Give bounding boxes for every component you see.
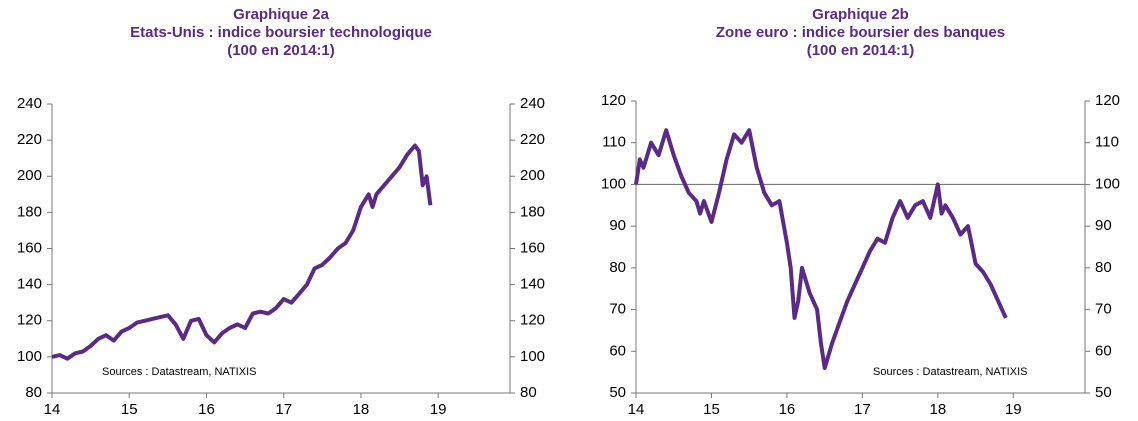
y2-tick-label: 200 bbox=[520, 167, 545, 184]
y2-tick-label: 160 bbox=[520, 239, 545, 256]
y-tick-label: 100 bbox=[601, 175, 626, 192]
y-tick-label: 180 bbox=[17, 203, 42, 220]
y2-tick-label: 90 bbox=[1095, 217, 1112, 234]
y-tick-label: 120 bbox=[17, 312, 42, 329]
x-tick-label: 15 bbox=[703, 401, 720, 418]
x-tick-label: 16 bbox=[198, 401, 215, 418]
x-tick-label: 18 bbox=[353, 401, 370, 418]
y-tick-label: 80 bbox=[609, 259, 626, 276]
chart-title: Graphique 2b bbox=[812, 6, 909, 23]
y2-tick-label: 120 bbox=[1095, 92, 1120, 109]
y2-tick-label: 240 bbox=[520, 95, 545, 112]
y2-tick-label: 80 bbox=[520, 384, 537, 401]
y-tick-label: 70 bbox=[609, 301, 626, 318]
x-tick-label: 14 bbox=[628, 401, 645, 418]
y-tick-label: 240 bbox=[17, 95, 42, 112]
line bbox=[634, 128, 1008, 370]
chart-title: (100 en 2014:1) bbox=[807, 42, 915, 59]
y-tick-label: 90 bbox=[609, 217, 626, 234]
annotation: Sources : Datastream, NATIXIS bbox=[102, 366, 256, 378]
chart-title: (100 en 2014:1) bbox=[227, 42, 335, 59]
y2-tick-label: 140 bbox=[520, 276, 545, 293]
x-tick-label: 19 bbox=[430, 401, 447, 418]
y-tick-label: 110 bbox=[602, 134, 626, 151]
y-tick-label: 120 bbox=[601, 92, 626, 109]
y2-tick-label: 100 bbox=[1095, 175, 1120, 192]
y2-tick-label: 50 bbox=[1095, 384, 1112, 401]
y2-tick-label: 120 bbox=[520, 312, 545, 329]
chart-title: Zone euro : indice boursier des banques bbox=[716, 24, 1005, 41]
line bbox=[51, 143, 433, 361]
chart-title: Graphique 2a bbox=[233, 6, 330, 23]
chart-title: Etats-Unis : indice boursier technologiq… bbox=[130, 24, 432, 41]
x-tick-label: 16 bbox=[779, 401, 796, 418]
y-tick-label: 80 bbox=[25, 384, 42, 401]
y-tick-label: 220 bbox=[17, 131, 42, 148]
y2-tick-label: 180 bbox=[520, 203, 545, 220]
y2-tick-label: 60 bbox=[1095, 342, 1112, 359]
annotation: Sources : Datastream, NATIXIS bbox=[873, 366, 1027, 378]
y2-tick-label: 110 bbox=[1095, 134, 1119, 151]
y2-tick-label: 220 bbox=[520, 131, 545, 148]
x-tick-label: 17 bbox=[275, 401, 292, 418]
x-tick-label: 18 bbox=[930, 401, 947, 418]
y-tick-label: 200 bbox=[17, 167, 42, 184]
y-tick-label: 100 bbox=[17, 348, 42, 365]
y-tick-label: 140 bbox=[17, 276, 42, 293]
y2-tick-label: 100 bbox=[520, 348, 545, 365]
x-tick-label: 19 bbox=[1005, 401, 1022, 418]
y2-tick-label: 70 bbox=[1095, 301, 1112, 318]
x-tick-label: 14 bbox=[44, 401, 61, 418]
x-tick-label: 15 bbox=[121, 401, 138, 418]
y-tick-label: 160 bbox=[17, 239, 42, 256]
y2-tick-label: 80 bbox=[1095, 259, 1112, 276]
y-tick-label: 50 bbox=[609, 384, 626, 401]
y-tick-label: 60 bbox=[609, 342, 626, 359]
x-tick-label: 17 bbox=[854, 401, 871, 418]
